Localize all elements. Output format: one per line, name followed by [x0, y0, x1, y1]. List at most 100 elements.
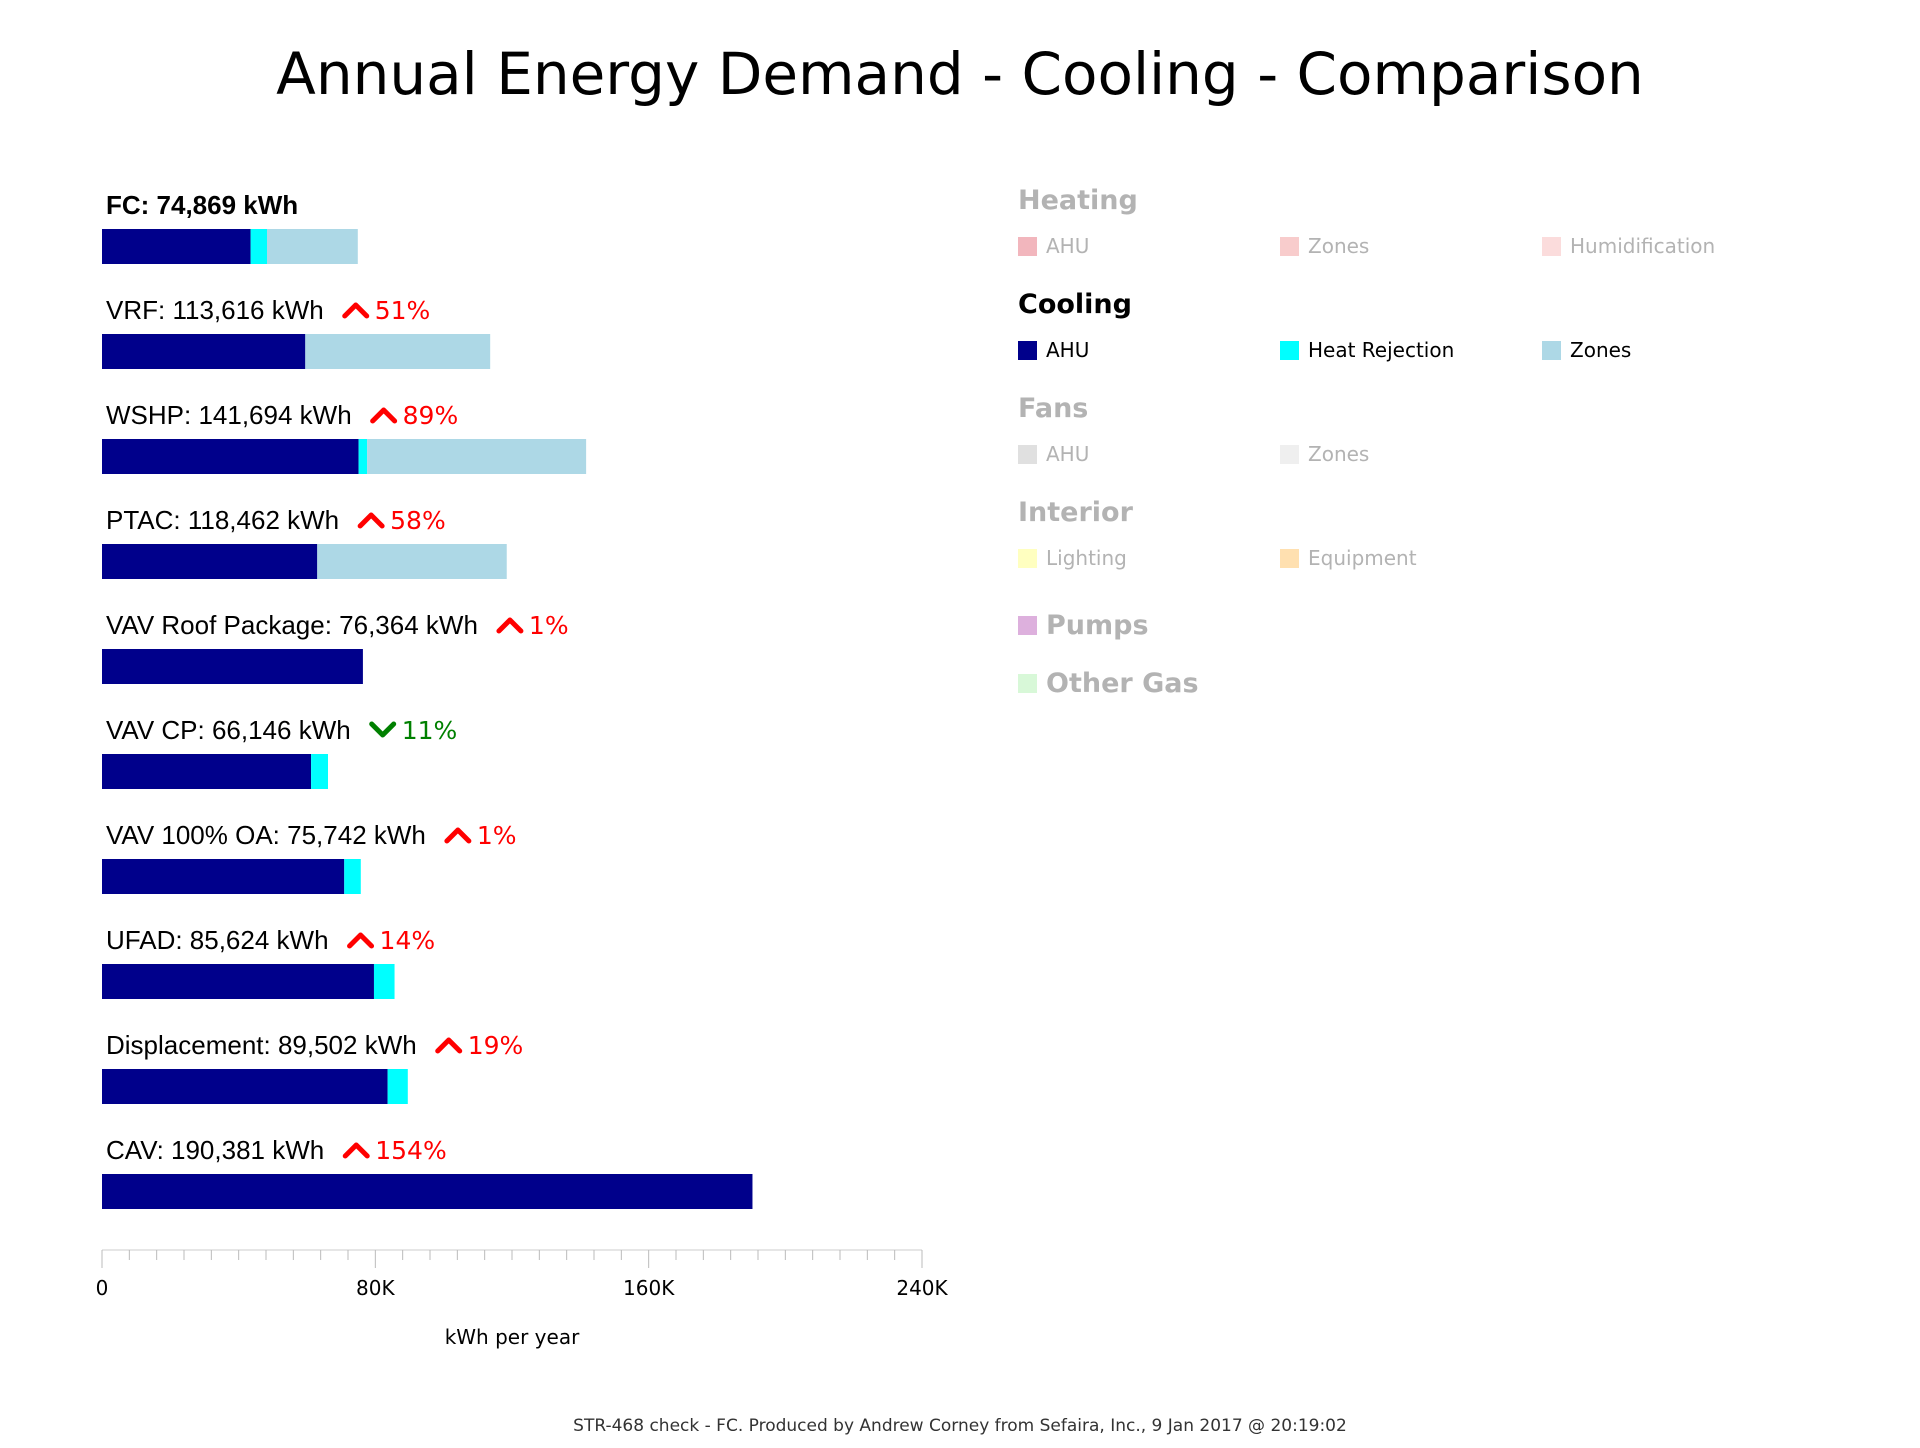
bar-label: VAV CP: 66,146 kWh: [106, 715, 351, 745]
legend-item-label: AHU: [1046, 234, 1090, 258]
chart-row: VAV Roof Package: 76,364 kWh 1%: [102, 610, 569, 684]
page-title: Annual Energy Demand - Cooling - Compari…: [276, 40, 1644, 108]
bar-label: VAV Roof Package: 76,364 kWh: [106, 610, 478, 640]
legend-group-fans: Fans AHU Zones: [1018, 388, 1878, 492]
legend-heading: Heating: [1018, 185, 1138, 216]
bar-segment-zones: [267, 229, 358, 264]
legend-heading: Interior: [1018, 497, 1133, 528]
chevron-down-icon: [369, 721, 397, 738]
legend-item-equipment[interactable]: Equipment: [1280, 546, 1542, 570]
chevron-up-icon: [342, 302, 370, 319]
legend-group-heating: Heating AHU Zones Humidification: [1018, 180, 1878, 284]
bar-chart: FC: 74,869 kWh VRF: 113,616 kWh 51% WSHP: 1…: [96, 190, 949, 1349]
legend-swatch: [1018, 615, 1037, 635]
change-percent: 58%: [390, 506, 446, 535]
bar-segment-ahu: [102, 964, 374, 999]
change-percent: 89%: [403, 401, 459, 430]
bar-segment-heat-rejection: [250, 229, 268, 264]
tick-label: 80K: [356, 1276, 395, 1300]
legend-item-label: Zones: [1308, 442, 1370, 466]
bar-segment-heat-rejection: [344, 859, 361, 894]
legend-item-label: Equipment: [1308, 546, 1417, 570]
chevron-up-icon: [347, 932, 375, 949]
bar-label: WSHP: 141,694 kWh: [106, 400, 352, 430]
legend-item-other-gas[interactable]: Other Gas: [1018, 654, 1878, 712]
bar-segment-ahu: [102, 859, 345, 894]
legend-group-cooling: Cooling AHU Heat Rejection Zones: [1018, 284, 1878, 388]
chart-row: VRF: 113,616 kWh 51%: [102, 295, 491, 369]
change-percent: 11%: [402, 716, 458, 745]
legend-item-ahu[interactable]: AHU: [1018, 442, 1280, 466]
legend-swatch: [1280, 444, 1299, 464]
chevron-up-icon: [496, 617, 524, 634]
legend-group-interior: Interior Lighting Equipment: [1018, 492, 1878, 596]
chevron-up-icon: [357, 512, 385, 529]
chart-row: VAV CP: 66,146 kWh 11%: [102, 715, 457, 789]
tick-label: 160K: [623, 1276, 675, 1300]
bar-segment-heat-rejection: [358, 439, 368, 474]
legend-swatch: [1018, 548, 1037, 568]
x-axis-title: kWh per year: [445, 1325, 580, 1349]
chart-row: FC: 74,869 kWh: [102, 190, 358, 264]
legend-item-label: AHU: [1046, 338, 1090, 362]
bar-label: CAV: 190,381 kWh: [106, 1135, 324, 1165]
chevron-up-icon: [370, 407, 398, 424]
legend-items: AHU Zones Humidification: [1018, 234, 1878, 284]
legend-item-lighting[interactable]: Lighting: [1018, 546, 1280, 570]
legend-item-heat-rejection[interactable]: Heat Rejection: [1280, 338, 1542, 362]
legend-swatch: [1280, 548, 1299, 568]
legend-item-label: Zones: [1308, 234, 1370, 258]
legend-item-label: Lighting: [1046, 546, 1127, 570]
bar-segment-ahu: [102, 544, 318, 579]
legend-swatch: [1542, 236, 1561, 256]
legend-heading: Cooling: [1018, 289, 1132, 320]
bar-label: VAV 100% OA: 75,742 kWh: [106, 820, 426, 850]
legend-item-zones[interactable]: Zones: [1542, 338, 1804, 362]
change-percent: 51%: [375, 296, 431, 325]
legend: Heating AHU Zones Humidification Cooling AHU H…: [1018, 180, 1878, 712]
legend-item-humidification[interactable]: Humidification: [1542, 234, 1804, 258]
legend-swatch: [1018, 444, 1037, 464]
legend-item-ahu[interactable]: AHU: [1018, 338, 1280, 362]
chevron-up-icon: [435, 1037, 463, 1054]
bar-segment-ahu: [102, 334, 306, 369]
chart-row: VAV 100% OA: 75,742 kWh 1%: [102, 820, 517, 894]
legend-swatch: [1280, 340, 1299, 360]
bar-segment-ahu: [102, 754, 312, 789]
bar-segment-ahu: [102, 1069, 388, 1104]
change-percent: 1%: [529, 611, 569, 640]
change-percent: 154%: [375, 1136, 446, 1165]
bar-segment-ahu: [102, 229, 251, 264]
legend-swatch: [1542, 340, 1561, 360]
bar-segment-zones: [317, 544, 507, 579]
bar-segment-heat-rejection: [311, 754, 328, 789]
legend-item-pumps[interactable]: Pumps: [1018, 596, 1878, 654]
bar-segment-heat-rejection: [387, 1069, 408, 1104]
legend-heading: Pumps: [1046, 609, 1149, 641]
legend-item-label: Heat Rejection: [1308, 338, 1455, 362]
chart-row: CAV: 190,381 kWh 154%: [102, 1135, 753, 1209]
legend-item-zones[interactable]: Zones: [1280, 442, 1542, 466]
legend-swatch: [1280, 236, 1299, 256]
bar-segment-ahu: [102, 439, 359, 474]
legend-swatch: [1018, 236, 1037, 256]
legend-item-ahu[interactable]: AHU: [1018, 234, 1280, 258]
legend-item-label: AHU: [1046, 442, 1090, 466]
change-percent: 19%: [468, 1031, 524, 1060]
legend-items: Lighting Equipment: [1018, 546, 1878, 596]
chart-row: UFAD: 85,624 kWh 14%: [102, 925, 435, 999]
change-percent: 1%: [477, 821, 517, 850]
bar-segment-ahu: [102, 649, 363, 684]
legend-heading: Other Gas: [1046, 667, 1199, 699]
legend-swatch: [1018, 673, 1037, 693]
legend-item-label: Humidification: [1570, 234, 1716, 258]
bar-label: Displacement: 89,502 kWh: [106, 1030, 417, 1060]
legend-item-zones[interactable]: Zones: [1280, 234, 1542, 258]
change-percent: 14%: [380, 926, 436, 955]
chevron-up-icon: [444, 827, 472, 844]
bar-label: PTAC: 118,462 kWh: [106, 505, 339, 535]
bar-segment-ahu: [102, 1174, 753, 1209]
bar-label: UFAD: 85,624 kWh: [106, 925, 329, 955]
bar-segment-zones: [305, 334, 491, 369]
tick-label: 240K: [896, 1276, 948, 1300]
